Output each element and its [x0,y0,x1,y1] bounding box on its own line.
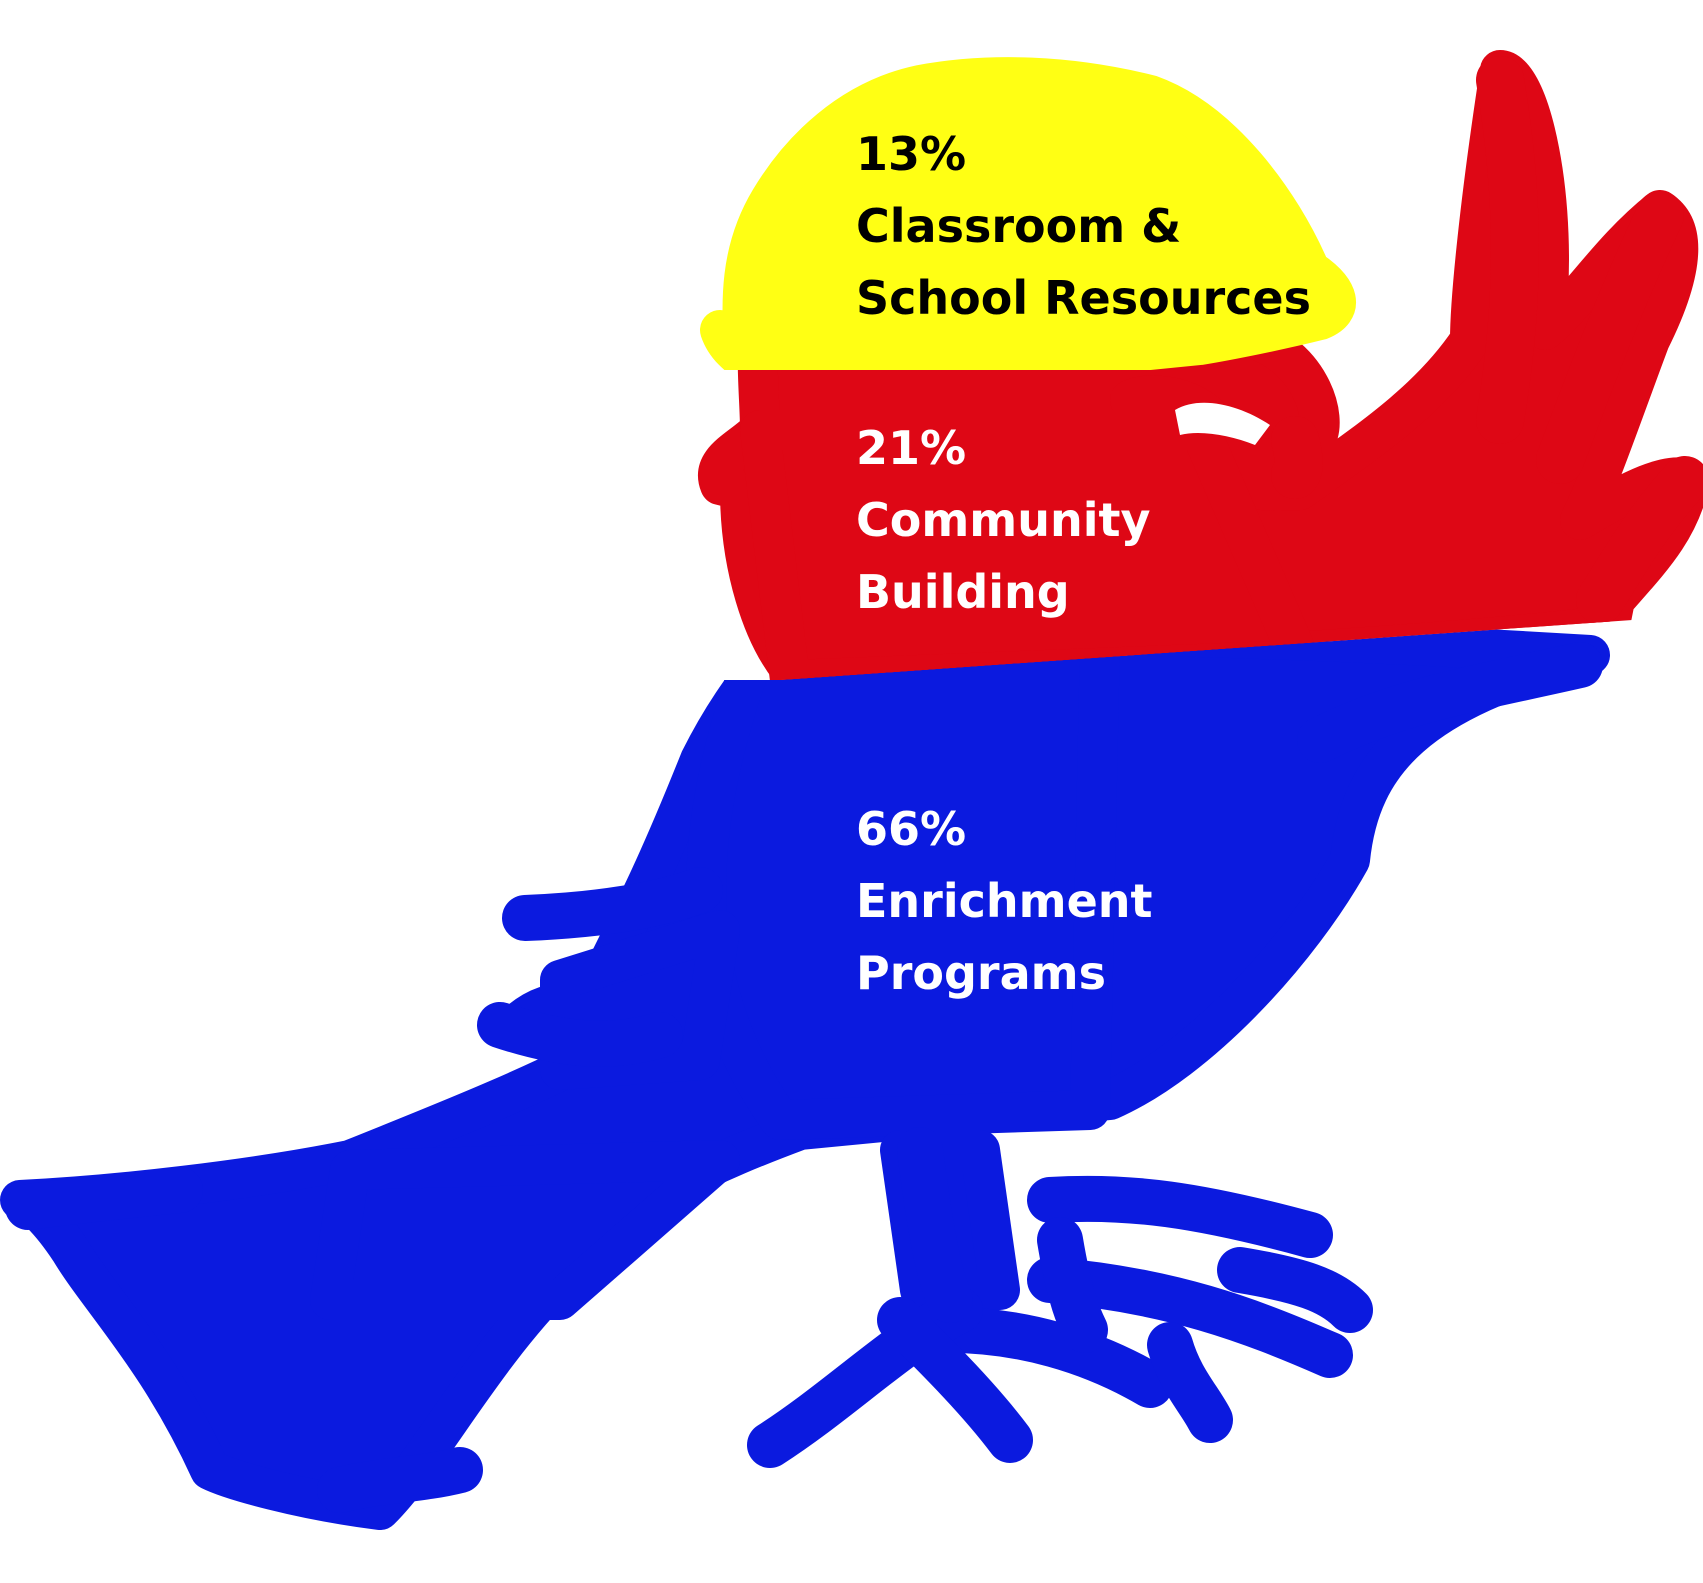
value-label: 21% [856,421,967,475]
value-label: 66% [856,802,967,856]
value-label: 13% [856,127,967,181]
label-enrichment-programs: 66% Enrichment Programs [856,793,1153,1009]
category-label-line-1: Enrichment [856,874,1153,928]
category-label-line-2: Programs [856,946,1106,1000]
category-label-line-1: Classroom & [856,199,1182,253]
segment-classroom-school-resources [700,57,1356,370]
label-community-building: 21% Community Building [856,412,1150,628]
segment-enrichment-programs [0,615,1610,1530]
category-label-line-2: Building [856,565,1070,619]
category-label-line-2: School Resources [856,271,1312,325]
category-label-line-1: Community [856,493,1151,547]
label-classroom-school-resources: 13% Classroom & School Resources [856,118,1311,334]
